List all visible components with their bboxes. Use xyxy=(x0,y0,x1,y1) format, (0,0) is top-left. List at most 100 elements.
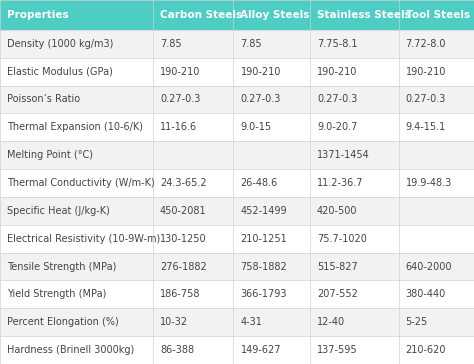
Bar xyxy=(0,336,153,364)
Text: Melting Point (°C): Melting Point (°C) xyxy=(7,150,93,160)
Text: Tool Steels: Tool Steels xyxy=(406,10,470,20)
Bar xyxy=(310,308,399,336)
Bar xyxy=(310,225,399,253)
Bar xyxy=(153,141,234,169)
Bar xyxy=(0,280,153,308)
Text: Yield Strength (MPa): Yield Strength (MPa) xyxy=(7,289,106,299)
Text: Percent Elongation (%): Percent Elongation (%) xyxy=(7,317,119,327)
Text: Elastic Modulus (GPa): Elastic Modulus (GPa) xyxy=(7,67,113,76)
Bar xyxy=(310,253,399,280)
Bar xyxy=(153,114,234,141)
Bar xyxy=(0,169,153,197)
Text: 9.4-15.1: 9.4-15.1 xyxy=(406,122,446,132)
Text: 380-440: 380-440 xyxy=(406,289,446,299)
Bar xyxy=(234,30,310,58)
Text: Specific Heat (J/kg-K): Specific Heat (J/kg-K) xyxy=(7,206,110,216)
Text: Thermal Conductivity (W/m-K): Thermal Conductivity (W/m-K) xyxy=(7,178,155,188)
Text: Properties: Properties xyxy=(7,10,69,20)
Text: 12-40: 12-40 xyxy=(317,317,345,327)
Bar xyxy=(0,0,153,30)
Text: 5-25: 5-25 xyxy=(406,317,428,327)
Text: 190-210: 190-210 xyxy=(160,67,201,76)
Bar xyxy=(234,169,310,197)
Bar xyxy=(0,197,153,225)
Bar xyxy=(310,58,399,86)
Text: 24.3-65.2: 24.3-65.2 xyxy=(160,178,207,188)
Bar xyxy=(234,58,310,86)
Bar xyxy=(399,253,474,280)
Text: 10-32: 10-32 xyxy=(160,317,188,327)
Bar xyxy=(310,86,399,114)
Bar xyxy=(153,308,234,336)
Text: 450-2081: 450-2081 xyxy=(160,206,207,216)
Text: 186-758: 186-758 xyxy=(160,289,201,299)
Bar xyxy=(153,30,234,58)
Bar xyxy=(153,169,234,197)
Text: 640-2000: 640-2000 xyxy=(406,262,452,272)
Bar xyxy=(399,197,474,225)
Bar xyxy=(153,336,234,364)
Bar xyxy=(234,225,310,253)
Text: 26-48.6: 26-48.6 xyxy=(240,178,278,188)
Text: 276-1882: 276-1882 xyxy=(160,262,207,272)
Bar xyxy=(399,58,474,86)
Bar xyxy=(310,280,399,308)
Bar xyxy=(234,141,310,169)
Bar xyxy=(399,0,474,30)
Bar xyxy=(310,197,399,225)
Text: 420-500: 420-500 xyxy=(317,206,357,216)
Bar xyxy=(234,0,310,30)
Text: Carbon Steels: Carbon Steels xyxy=(160,10,242,20)
Bar xyxy=(310,0,399,30)
Bar xyxy=(0,225,153,253)
Text: Stainless Steels: Stainless Steels xyxy=(317,10,410,20)
Text: 130-1250: 130-1250 xyxy=(160,234,207,244)
Bar xyxy=(399,114,474,141)
Bar xyxy=(399,30,474,58)
Text: 19.9-48.3: 19.9-48.3 xyxy=(406,178,452,188)
Text: 0.27-0.3: 0.27-0.3 xyxy=(240,95,281,104)
Text: Thermal Expansion (10-6/K): Thermal Expansion (10-6/K) xyxy=(7,122,143,132)
Bar xyxy=(310,141,399,169)
Text: 9.0-20.7: 9.0-20.7 xyxy=(317,122,357,132)
Text: Tensile Strength (MPa): Tensile Strength (MPa) xyxy=(7,262,117,272)
Bar xyxy=(234,336,310,364)
Bar xyxy=(153,0,234,30)
Text: 0.27-0.3: 0.27-0.3 xyxy=(160,95,201,104)
Text: 190-210: 190-210 xyxy=(406,67,446,76)
Text: 7.85: 7.85 xyxy=(240,39,262,49)
Text: Poisson’s Ratio: Poisson’s Ratio xyxy=(7,95,80,104)
Text: 758-1882: 758-1882 xyxy=(240,262,287,272)
Bar xyxy=(0,86,153,114)
Bar xyxy=(399,225,474,253)
Bar xyxy=(234,308,310,336)
Bar xyxy=(310,169,399,197)
Text: Density (1000 kg/m3): Density (1000 kg/m3) xyxy=(7,39,113,49)
Text: 190-210: 190-210 xyxy=(240,67,281,76)
Text: 1371-1454: 1371-1454 xyxy=(317,150,370,160)
Text: Electrical Resistivity (10-9W-m): Electrical Resistivity (10-9W-m) xyxy=(7,234,160,244)
Bar xyxy=(0,141,153,169)
Text: 149-627: 149-627 xyxy=(240,345,281,355)
Text: 452-1499: 452-1499 xyxy=(240,206,287,216)
Bar xyxy=(234,280,310,308)
Bar xyxy=(234,114,310,141)
Bar xyxy=(234,197,310,225)
Text: 210-1251: 210-1251 xyxy=(240,234,287,244)
Text: 0.27-0.3: 0.27-0.3 xyxy=(406,95,446,104)
Text: 7.75-8.1: 7.75-8.1 xyxy=(317,39,357,49)
Text: 7.85: 7.85 xyxy=(160,39,182,49)
Text: 366-1793: 366-1793 xyxy=(240,289,287,299)
Bar xyxy=(310,30,399,58)
Bar xyxy=(399,280,474,308)
Bar xyxy=(310,336,399,364)
Bar xyxy=(234,86,310,114)
Bar xyxy=(0,114,153,141)
Text: 0.27-0.3: 0.27-0.3 xyxy=(317,95,357,104)
Bar xyxy=(399,308,474,336)
Text: 9.0-15: 9.0-15 xyxy=(240,122,272,132)
Text: Alloy Steels: Alloy Steels xyxy=(240,10,310,20)
Bar xyxy=(153,253,234,280)
Bar xyxy=(234,253,310,280)
Text: 11-16.6: 11-16.6 xyxy=(160,122,197,132)
